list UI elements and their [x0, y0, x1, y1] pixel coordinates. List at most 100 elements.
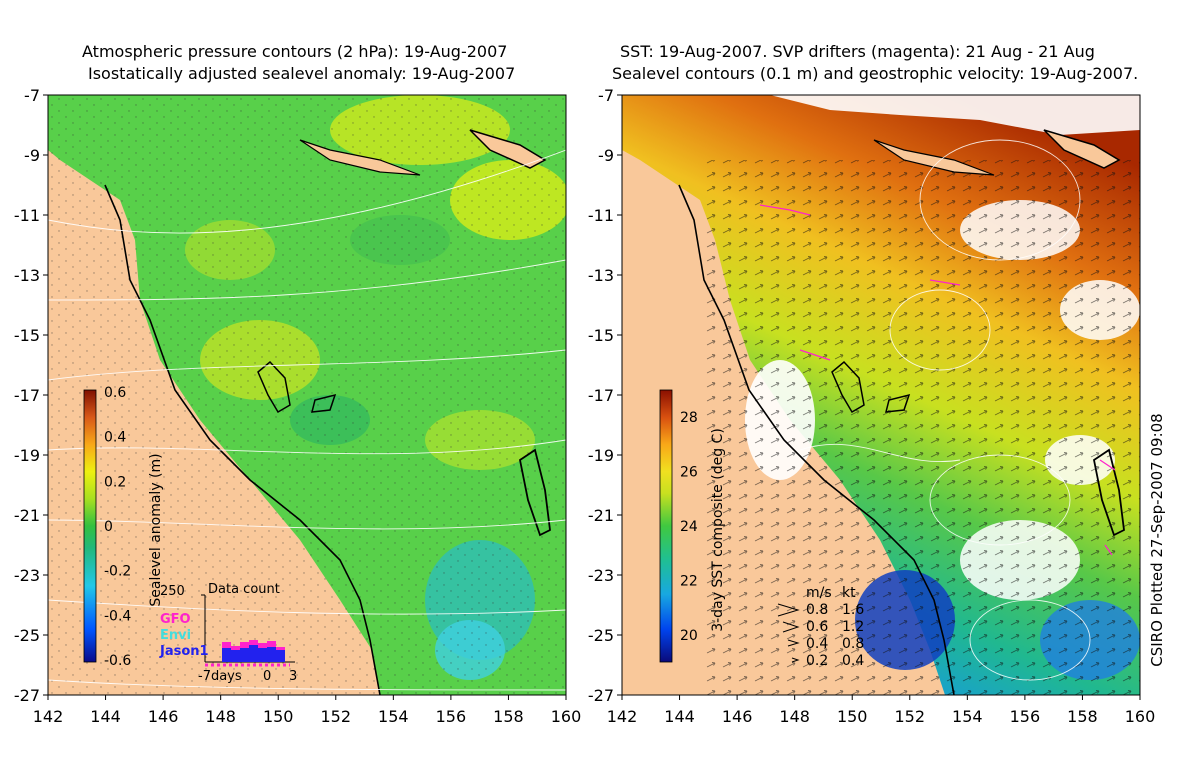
- geostrophic-velocity-arrows: [700, 160, 1140, 695]
- sla-colorbar-ticks: 0.6 0.4 0.2 0 -0.2 -0.4 -0.6: [104, 385, 131, 669]
- data-count-xlabel: 3: [289, 669, 297, 684]
- left-panel-title-2: Isostatically adjusted sealevel anomaly:…: [88, 64, 516, 83]
- sst-colorbar-tick-label: 20: [680, 628, 698, 644]
- sla-colorbar-tick-label: 0: [104, 519, 113, 535]
- data-count-bars: [205, 640, 290, 667]
- right-x-tick-label: 152: [895, 707, 926, 726]
- velocity-legend-ms: 0.4: [806, 636, 828, 652]
- velocity-legend: m/s kt 0.8 1.6 0.6 1.2 0.4 0.8 0.2 0.4: [777, 585, 864, 669]
- right-panel-title-1: SST: 19-Aug-2007. SVP drifters (magenta)…: [620, 42, 1095, 61]
- right-x-tick-label: 142: [607, 707, 638, 726]
- sla-colorbar: [83, 389, 97, 663]
- velocity-legend-ms: 0.8: [806, 602, 828, 618]
- pressure-contours: [48, 149, 566, 691]
- velocity-legend-kt: 0.8: [842, 636, 864, 652]
- right-y-tick-label: -27: [588, 686, 614, 705]
- left-y-tick-label: -15: [14, 326, 40, 345]
- velocity-legend-kt: 1.2: [842, 619, 864, 635]
- isobath-line: [678, 184, 955, 695]
- reef-outline: [885, 393, 911, 413]
- reef-outline: [311, 393, 337, 413]
- left-map: [48, 95, 566, 695]
- velocity-legend-ms: 0.6: [806, 619, 828, 635]
- left-y-tick-label: -9: [24, 146, 40, 165]
- data-point-dots: [48, 95, 566, 695]
- right-y-tick-label: -11: [588, 206, 614, 225]
- right-x-tick-label: 158: [1067, 707, 1098, 726]
- right-x-tick-label: 150: [837, 707, 868, 726]
- data-count-xlabel: 0: [263, 669, 271, 684]
- left-axes: 142 144 146 148 150 152 154 156 158 160 -7 -9 -11 -13…: [14, 86, 581, 726]
- left-y-tick-label: -25: [14, 626, 40, 645]
- left-y-tick-label: -13: [14, 266, 40, 285]
- left-x-tick-label: 142: [33, 707, 64, 726]
- left-x-tick-label: 146: [148, 707, 179, 726]
- sla-colorbar-tick-label: -0.6: [104, 653, 131, 669]
- reef-outline: [257, 360, 291, 414]
- sla-colorbar-tick-label: 0.6: [104, 385, 126, 401]
- data-count-ymax: 250: [160, 584, 185, 599]
- sst-colorbar-label: 3-day SST composite (deg C): [710, 428, 726, 632]
- right-x-tick-label: 160: [1125, 707, 1156, 726]
- left-y-tick-label: -23: [14, 566, 40, 585]
- sst-colorbar-tick-label: 28: [680, 410, 698, 426]
- left-x-tick-label: 152: [321, 707, 352, 726]
- sat-label-jason1: Jason1: [159, 644, 209, 659]
- velocity-legend-ms-header: m/s: [806, 585, 832, 601]
- sealevel-contours: [799, 139, 1091, 681]
- left-x-tick-label: 160: [551, 707, 582, 726]
- sla-colorbar-tick-label: -0.4: [104, 608, 131, 624]
- data-count-xlabel: -7days: [198, 669, 242, 684]
- island: [873, 139, 995, 176]
- left-x-tick-label: 144: [90, 707, 121, 726]
- left-x-tick-label: 158: [493, 707, 524, 726]
- velocity-legend-ms: 0.2: [806, 653, 828, 669]
- left-panel-title-1: Atmospheric pressure contours (2 hPa): 1…: [82, 42, 508, 61]
- sst-colorbar-tick-label: 24: [680, 519, 698, 535]
- right-y-tick-label: -15: [588, 326, 614, 345]
- velocity-legend-kt: 1.6: [842, 602, 864, 618]
- right-y-tick-label: -17: [588, 386, 614, 405]
- right-y-tick-label: -13: [588, 266, 614, 285]
- isobath-line: [104, 184, 381, 695]
- velocity-legend-kt: 0.4: [842, 653, 864, 669]
- right-y-tick-label: -21: [588, 506, 614, 525]
- left-y-tick-label: -17: [14, 386, 40, 405]
- right-y-tick-label: -9: [598, 146, 614, 165]
- csiro-credit: CSIRO Plotted 27-Sep-2007 09:08: [1148, 413, 1166, 666]
- right-map: [622, 95, 1140, 695]
- island: [299, 139, 421, 176]
- island: [1043, 129, 1121, 169]
- data-count-title: Data count: [208, 582, 280, 597]
- svp-drifter-tracks: [759, 204, 1116, 556]
- sst-colorbar-tick-label: 26: [680, 465, 698, 481]
- left-y-tick-label: -21: [14, 506, 40, 525]
- velocity-legend-kt-header: kt: [842, 585, 856, 601]
- sla-colorbar-tick-label: 0.2: [104, 474, 126, 490]
- cloud-mask: [770, 95, 1140, 135]
- sla-colorbar-label: Sealevel anomaly (m): [148, 453, 164, 606]
- left-x-tick-label: 156: [436, 707, 467, 726]
- right-x-tick-label: 154: [952, 707, 983, 726]
- left-y-tick-label: -19: [14, 446, 40, 465]
- left-y-tick-label: -7: [24, 86, 40, 105]
- right-x-tick-label: 148: [779, 707, 810, 726]
- sst-colorbar-tick-label: 22: [680, 573, 698, 589]
- right-y-tick-label: -19: [588, 446, 614, 465]
- reef-outline: [518, 448, 551, 537]
- left-y-tick-label: -11: [14, 206, 40, 225]
- left-y-tick-label: -27: [14, 686, 40, 705]
- right-axes: 142 144 146 148 150 152 154 156 158 160 -7 -9 -11 -13…: [588, 86, 1155, 726]
- island: [469, 129, 547, 169]
- right-panel-title-2: Sealevel contours (0.1 m) and geostrophi…: [612, 64, 1139, 83]
- sat-label-envi: Envi: [160, 628, 191, 643]
- right-y-tick-label: -25: [588, 626, 614, 645]
- reef-outline: [1092, 448, 1125, 537]
- sat-label-gfo: GFO: [160, 612, 191, 627]
- reef-outline: [831, 360, 865, 414]
- right-y-tick-label: -23: [588, 566, 614, 585]
- right-y-tick-label: -7: [598, 86, 614, 105]
- sla-colorbar-tick-label: -0.2: [104, 564, 131, 580]
- left-x-tick-label: 150: [263, 707, 294, 726]
